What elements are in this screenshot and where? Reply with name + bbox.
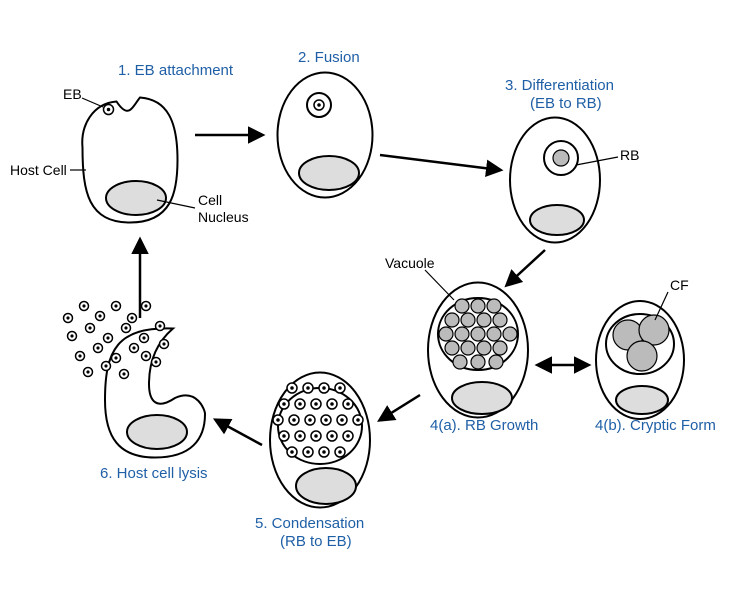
eb-core: [142, 336, 145, 339]
eb-core: [162, 342, 165, 345]
eb-core: [292, 418, 296, 422]
rb-particle: [445, 341, 459, 355]
step-s4b: 4(b). Cryptic Form: [595, 417, 716, 434]
cell-nucleus: [530, 205, 584, 235]
eb-core: [66, 316, 69, 319]
anno-rb: RB: [620, 147, 639, 163]
cell-nucleus: [127, 415, 187, 449]
rb-particle: [445, 313, 459, 327]
anno-nucleus1: Cell: [198, 192, 222, 208]
eb-core: [346, 402, 350, 406]
eb-core: [330, 402, 334, 406]
arrow-2-3: [380, 155, 500, 170]
anno-cf: CF: [670, 277, 689, 293]
rb-particle: [439, 327, 453, 341]
step-s3b: (EB to RB): [530, 95, 602, 112]
eb-core: [124, 326, 127, 329]
rb-particle: [477, 341, 491, 355]
lifecycle-diagram: 1. EB attachment 2. Fusion 3. Differentiat…: [0, 0, 739, 600]
eb-core: [324, 418, 328, 422]
eb-core: [158, 324, 161, 327]
rb-particle: [487, 299, 501, 313]
rb-particle: [453, 355, 467, 369]
step-s5b: (RB to EB): [280, 533, 352, 550]
eb-core: [78, 354, 81, 357]
eb-core: [96, 346, 99, 349]
eb-core: [86, 370, 89, 373]
anno-eb: EB: [63, 86, 82, 102]
rb-particle: [471, 299, 485, 313]
eb-core: [132, 346, 135, 349]
eb-core: [144, 354, 147, 357]
step-s3a: 3. Differentiation: [505, 77, 614, 94]
eb-core: [130, 316, 133, 319]
eb-core: [330, 434, 334, 438]
eb-core: [114, 304, 117, 307]
anno-hostcell: Host Cell: [10, 162, 67, 178]
eb-core: [298, 402, 302, 406]
eb-core: [340, 418, 344, 422]
eb-core: [290, 386, 294, 390]
anno-nucleus2: Nucleus: [198, 209, 249, 225]
rb-particle: [455, 299, 469, 313]
eb-core: [322, 450, 326, 454]
rb-particle: [461, 341, 475, 355]
eb-core: [144, 304, 147, 307]
rb-particle: [477, 313, 491, 327]
eb-core: [317, 103, 321, 107]
arrow-3-4a: [507, 250, 545, 285]
cell-nucleus: [296, 468, 356, 504]
eb-core: [298, 434, 302, 438]
eb-core: [98, 314, 101, 317]
anno-vacuole: Vacuole: [385, 255, 435, 271]
rb-particle: [493, 341, 507, 355]
eb-core: [322, 386, 326, 390]
rb-particle: [461, 313, 475, 327]
arrow-5-6: [216, 420, 262, 445]
rb-particle: [553, 150, 569, 166]
eb-core: [314, 434, 318, 438]
eb-core: [346, 434, 350, 438]
step-s6: 6. Host cell lysis: [100, 465, 208, 482]
rb-particle: [489, 355, 503, 369]
rb-particle: [503, 327, 517, 341]
ptr-eb: [82, 98, 103, 107]
eb-core: [308, 418, 312, 422]
eb-core: [338, 386, 342, 390]
eb-core: [114, 356, 117, 359]
eb-core: [104, 364, 107, 367]
eb-core: [82, 304, 85, 307]
eb-core: [314, 402, 318, 406]
eb-core: [70, 334, 73, 337]
eb-core: [282, 402, 286, 406]
step-s5a: 5. Condensation: [255, 515, 364, 532]
rb-particle: [493, 313, 507, 327]
cell-nucleus: [299, 156, 359, 190]
eb-core: [122, 372, 125, 375]
step-s1: 1. EB attachment: [118, 62, 234, 79]
eb-core: [88, 326, 91, 329]
rb-particle: [471, 327, 485, 341]
ptr-vacuole: [425, 270, 454, 300]
eb-core: [107, 108, 111, 112]
eb-core: [356, 418, 360, 422]
eb-core: [338, 450, 342, 454]
cell-nucleus: [616, 386, 668, 414]
step-s4a: 4(a). RB Growth: [430, 417, 538, 434]
step-s2: 2. Fusion: [298, 49, 360, 66]
cell-nucleus: [452, 382, 512, 414]
cf-body: [627, 341, 657, 371]
cell-nucleus: [106, 181, 166, 215]
arrow-4a-5: [380, 395, 420, 420]
eb-core: [154, 360, 157, 363]
eb-core: [282, 434, 286, 438]
eb-core: [276, 418, 280, 422]
rb-particle: [487, 327, 501, 341]
rb-particle: [471, 355, 485, 369]
eb-core: [306, 450, 310, 454]
eb-core: [290, 450, 294, 454]
eb-core: [106, 336, 109, 339]
rb-particle: [455, 327, 469, 341]
eb-core: [306, 386, 310, 390]
